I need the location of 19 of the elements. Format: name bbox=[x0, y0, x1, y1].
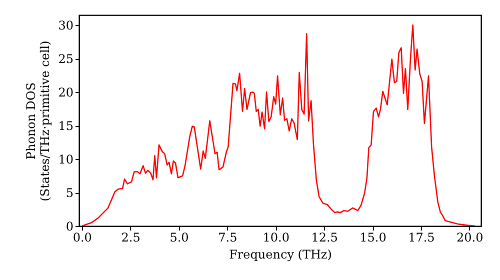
x-axis-title: Frequency (THz) bbox=[229, 248, 332, 262]
y-tick-label: 0 bbox=[66, 220, 74, 234]
x-tick-label: 15.0 bbox=[360, 230, 386, 244]
y-tick-label: 30 bbox=[58, 18, 74, 33]
x-tick-label: 10.0 bbox=[262, 230, 290, 244]
y-tick-label: 10 bbox=[58, 152, 74, 167]
x-tick-label: 12.5 bbox=[311, 230, 338, 244]
y-tick-label: 5 bbox=[66, 186, 74, 200]
y-tick-label: 20 bbox=[58, 86, 74, 100]
line-series bbox=[81, 24, 476, 226]
x-tick-label: 0.0 bbox=[72, 230, 92, 244]
y-tick-label: 25 bbox=[58, 52, 74, 66]
x-tick-label: 2.5 bbox=[121, 230, 140, 244]
y-tick-label: 15 bbox=[58, 119, 74, 134]
x-tick-label: 17.5 bbox=[408, 230, 435, 244]
x-tick-label: 20.0 bbox=[456, 230, 484, 244]
x-tick-label: 7.5 bbox=[218, 230, 238, 244]
y-axis-title: Phonon DOS (States/THz·primitive cell) bbox=[24, 40, 52, 202]
x-tick-label: 5.0 bbox=[170, 230, 189, 244]
